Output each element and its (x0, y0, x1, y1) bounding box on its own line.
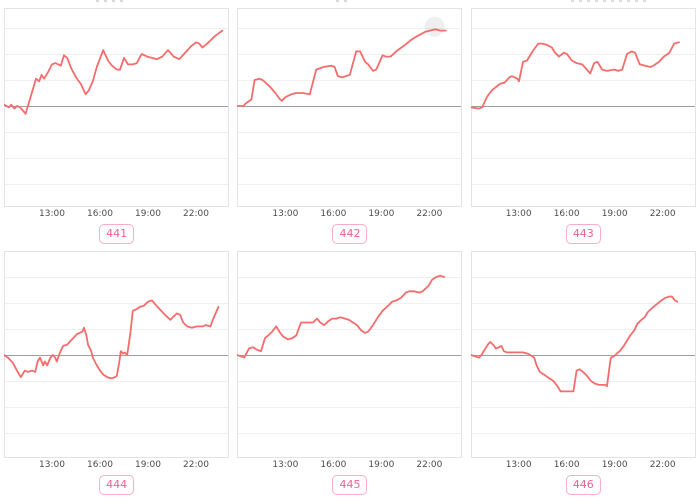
data-line (237, 28, 448, 107)
sparkline-svg (237, 251, 463, 458)
x-tick-label: 13:00 (272, 209, 299, 219)
x-tick-label: 16:00 (87, 209, 113, 219)
x-tick-label: 16:00 (320, 460, 347, 470)
chart-cell: 13:00 16:00 19:00 22:00 443 (467, 0, 700, 248)
chart-cell: 13:00 16:00 19:00 22:00 444 (0, 248, 233, 501)
badge-row: 441 (0, 224, 233, 245)
plot-border (237, 251, 463, 458)
sparkline-svg (470, 251, 696, 458)
x-tick-label: 22:00 (649, 460, 676, 470)
cropped-title-fragment (570, 0, 649, 2)
badge-row: 446 (467, 475, 700, 496)
badge-row: 442 (233, 224, 466, 245)
x-tick-label: 22:00 (183, 460, 209, 470)
chart-id-badge[interactable]: 445 (332, 475, 368, 496)
chart-id-badge[interactable]: 443 (565, 224, 601, 245)
data-line (470, 295, 678, 393)
data-line (470, 41, 680, 110)
sparkline-plot[interactable] (470, 8, 696, 207)
x-tick-label: 19:00 (601, 209, 628, 219)
sparkline-svg (470, 8, 696, 207)
x-axis-ticks: 13:00 16:00 19:00 22:00 (237, 207, 462, 221)
chart-cell: 13:00 16:00 19:00 22:00 442 (233, 0, 466, 248)
x-axis-ticks: 13:00 16:00 19:00 22:00 (471, 207, 696, 221)
x-axis-ticks: 13:00 16:00 19:00 22:00 (4, 207, 229, 221)
x-tick-label: 16:00 (553, 209, 580, 219)
data-line (4, 29, 224, 115)
sparkline-svg (4, 8, 229, 207)
chart-id-badge[interactable]: 441 (99, 224, 135, 245)
x-axis-ticks: 13:00 16:00 19:00 22:00 (471, 458, 696, 472)
badge-row: 445 (233, 475, 466, 496)
x-tick-label: 13:00 (39, 460, 65, 470)
x-tick-label: 19:00 (135, 460, 161, 470)
plot-border (4, 8, 229, 207)
x-tick-label: 19:00 (368, 460, 395, 470)
x-tick-label: 13:00 (505, 209, 532, 219)
hover-halo (424, 16, 445, 37)
plot-border (470, 251, 696, 458)
x-tick-label: 22:00 (416, 209, 443, 219)
chart-cell: 13:00 16:00 19:00 22:00 441 (0, 0, 233, 248)
badge-row: 444 (0, 475, 233, 496)
chart-id-badge[interactable]: 442 (332, 224, 368, 245)
chart-id-badge[interactable]: 446 (565, 475, 601, 496)
x-axis-ticks: 13:00 16:00 19:00 22:00 (4, 458, 229, 472)
badge-row: 443 (467, 224, 700, 245)
plot-border (470, 8, 696, 207)
chart-cell: 13:00 16:00 19:00 22:00 445 (233, 248, 466, 501)
x-axis-ticks: 13:00 16:00 19:00 22:00 (237, 458, 462, 472)
x-tick-label: 16:00 (87, 460, 113, 470)
x-tick-label: 22:00 (183, 209, 209, 219)
x-tick-label: 22:00 (416, 460, 443, 470)
x-tick-label: 13:00 (39, 209, 65, 219)
sparkline-plot[interactable] (4, 251, 229, 458)
plot-border (237, 8, 463, 207)
x-tick-label: 22:00 (649, 209, 676, 219)
cropped-title-fragment (336, 0, 353, 2)
sparkline-plot[interactable] (470, 251, 696, 458)
sparkline-plot[interactable] (4, 8, 229, 207)
chart-id-badge[interactable]: 444 (99, 475, 135, 496)
data-line (4, 299, 220, 380)
plot-border (4, 251, 229, 458)
x-tick-label: 13:00 (272, 460, 299, 470)
x-tick-label: 13:00 (505, 460, 532, 470)
sparkline-svg (237, 8, 463, 207)
sparkline-plot[interactable] (237, 251, 463, 458)
x-tick-label: 16:00 (320, 209, 347, 219)
x-tick-label: 19:00 (368, 209, 395, 219)
data-line (237, 274, 446, 359)
sparkline-svg (4, 251, 229, 458)
cropped-title-fragment (96, 0, 128, 2)
x-tick-label: 19:00 (135, 209, 161, 219)
chart-cell: 13:00 16:00 19:00 22:00 446 (467, 248, 700, 501)
x-tick-label: 19:00 (601, 460, 628, 470)
sparkline-plot[interactable] (237, 8, 463, 207)
x-tick-label: 16:00 (553, 460, 580, 470)
